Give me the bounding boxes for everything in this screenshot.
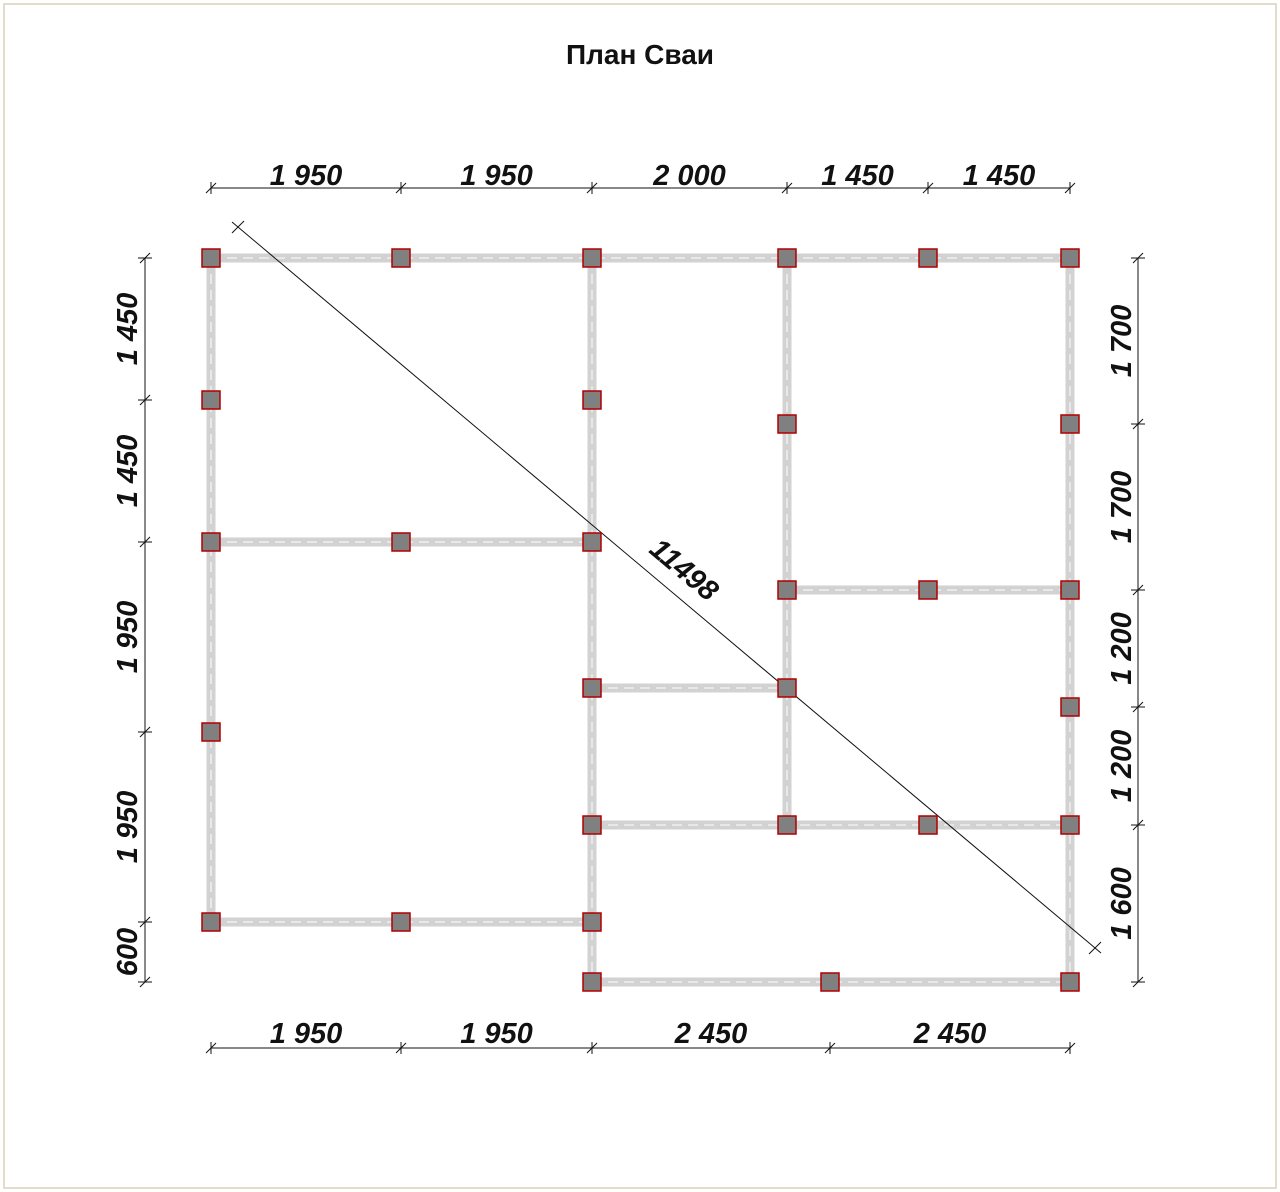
- pile: [1060, 697, 1080, 717]
- pile: [201, 912, 221, 932]
- pile: [201, 532, 221, 552]
- dim-label: 1 950: [270, 160, 343, 192]
- dim-label: 1 200: [1106, 730, 1138, 803]
- dim-label: 2 450: [674, 1018, 748, 1050]
- pile: [582, 815, 602, 835]
- pile: [777, 248, 797, 268]
- pile: [918, 815, 938, 835]
- pile: [777, 580, 797, 600]
- pile: [918, 248, 938, 268]
- pile: [820, 972, 840, 992]
- tick: [231, 220, 245, 234]
- dim-label: 1 950: [112, 601, 144, 674]
- dim-label: 1 600: [1106, 867, 1138, 940]
- frame: [3, 3, 1277, 1189]
- dim-label: 1 450: [963, 160, 1036, 192]
- pile: [201, 248, 221, 268]
- dim-label: 1 950: [112, 791, 144, 864]
- pile: [201, 390, 221, 410]
- pile: [1060, 248, 1080, 268]
- pile: [391, 912, 411, 932]
- pile: [391, 248, 411, 268]
- tick: [1088, 941, 1102, 955]
- dim-label: 1 700: [1106, 305, 1138, 378]
- dim-label: 1 950: [270, 1018, 343, 1050]
- pile: [582, 912, 602, 932]
- dim-label: 1 450: [821, 160, 894, 192]
- pile: [1060, 414, 1080, 434]
- pile: [391, 532, 411, 552]
- dim-label: 2 000: [652, 160, 726, 192]
- pile: [777, 815, 797, 835]
- pile: [582, 532, 602, 552]
- dim-label: 1 200: [1106, 612, 1138, 685]
- pile: [582, 972, 602, 992]
- pile: [582, 390, 602, 410]
- pile: [1060, 972, 1080, 992]
- pile: [582, 678, 602, 698]
- dim-label: 1 950: [460, 1018, 533, 1050]
- pile: [1060, 580, 1080, 600]
- dim-label: 1 450: [112, 293, 144, 366]
- diagonal-line: [231, 221, 1102, 954]
- dim-label: 600: [112, 928, 144, 976]
- title: План Сваи: [566, 39, 714, 70]
- pile: [777, 414, 797, 434]
- pile: [582, 248, 602, 268]
- pile: [1060, 815, 1080, 835]
- dim-label: 1 700: [1106, 471, 1138, 544]
- pile: [777, 678, 797, 698]
- pile: [918, 580, 938, 600]
- dim-label: 1 450: [112, 435, 144, 508]
- dim-label: 2 450: [913, 1018, 987, 1050]
- dim-label: 1 950: [460, 160, 533, 192]
- pile: [201, 722, 221, 742]
